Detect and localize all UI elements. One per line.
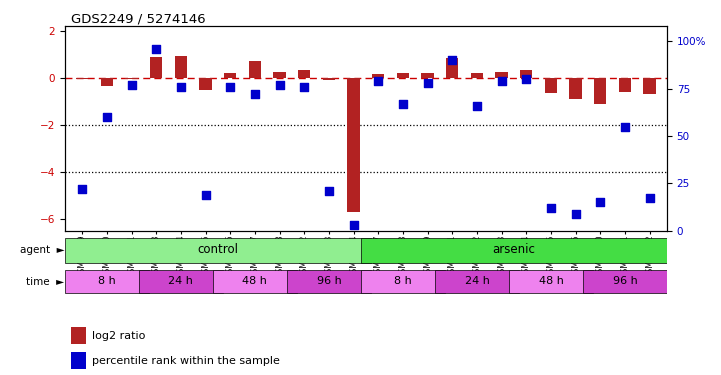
Bar (273, 72, 286, 78)
Text: control: control (198, 243, 239, 256)
Point (175, 84, 187, 90)
Bar (471, 73, 483, 78)
Text: agent  ►: agent ► (19, 245, 64, 255)
Bar (125, 78, 138, 79)
Bar (76, 78, 89, 79)
Bar (520, 70, 532, 78)
Bar (372, 74, 384, 78)
Text: arsenic: arsenic (492, 243, 536, 256)
FancyBboxPatch shape (509, 270, 593, 293)
Point (224, 84, 236, 90)
Bar (446, 58, 459, 78)
Bar (298, 70, 311, 78)
Point (595, 199, 606, 205)
Bar (200, 78, 212, 90)
FancyBboxPatch shape (65, 238, 371, 263)
Text: 48 h: 48 h (539, 276, 563, 286)
Point (298, 84, 310, 90)
Bar (101, 78, 113, 86)
Point (446, 57, 458, 63)
Bar (397, 73, 409, 78)
Point (422, 80, 433, 86)
FancyBboxPatch shape (361, 238, 667, 263)
Bar (348, 78, 360, 212)
Point (274, 82, 286, 88)
Text: GDS2249 / 5274146: GDS2249 / 5274146 (71, 12, 205, 25)
Point (151, 46, 162, 52)
FancyBboxPatch shape (213, 270, 297, 293)
Point (496, 78, 508, 84)
Bar (495, 72, 508, 78)
Point (76, 186, 88, 192)
Point (570, 211, 581, 217)
Bar (619, 78, 631, 92)
Text: time  ►: time ► (26, 277, 64, 286)
Bar (150, 57, 162, 78)
Point (521, 76, 532, 82)
Point (644, 195, 655, 201)
Point (471, 103, 482, 109)
Point (397, 101, 409, 107)
FancyBboxPatch shape (287, 270, 371, 293)
Bar (71, 352, 86, 369)
Text: 96 h: 96 h (613, 276, 637, 286)
Point (200, 192, 211, 198)
Text: 96 h: 96 h (317, 276, 341, 286)
FancyBboxPatch shape (65, 270, 149, 293)
FancyBboxPatch shape (583, 270, 667, 293)
Bar (174, 56, 187, 78)
Text: 8 h: 8 h (394, 276, 412, 286)
Text: percentile rank within the sample: percentile rank within the sample (92, 356, 280, 366)
Bar (421, 73, 434, 78)
FancyBboxPatch shape (139, 270, 223, 293)
Bar (545, 78, 557, 93)
Point (101, 114, 112, 120)
Point (249, 92, 261, 98)
Bar (249, 62, 261, 78)
Bar (71, 327, 86, 344)
Text: 24 h: 24 h (464, 276, 490, 286)
Point (545, 205, 557, 211)
Text: 24 h: 24 h (169, 276, 193, 286)
Text: 48 h: 48 h (242, 276, 267, 286)
Text: log2 ratio: log2 ratio (92, 331, 146, 341)
Point (323, 188, 335, 194)
Bar (594, 78, 606, 104)
Bar (643, 78, 656, 94)
FancyBboxPatch shape (435, 270, 519, 293)
FancyBboxPatch shape (361, 270, 445, 293)
Bar (323, 78, 335, 80)
Point (619, 123, 631, 129)
Text: 8 h: 8 h (98, 276, 115, 286)
Bar (570, 78, 582, 99)
Point (125, 82, 137, 88)
Point (373, 78, 384, 84)
Point (348, 222, 359, 228)
Bar (224, 73, 236, 78)
